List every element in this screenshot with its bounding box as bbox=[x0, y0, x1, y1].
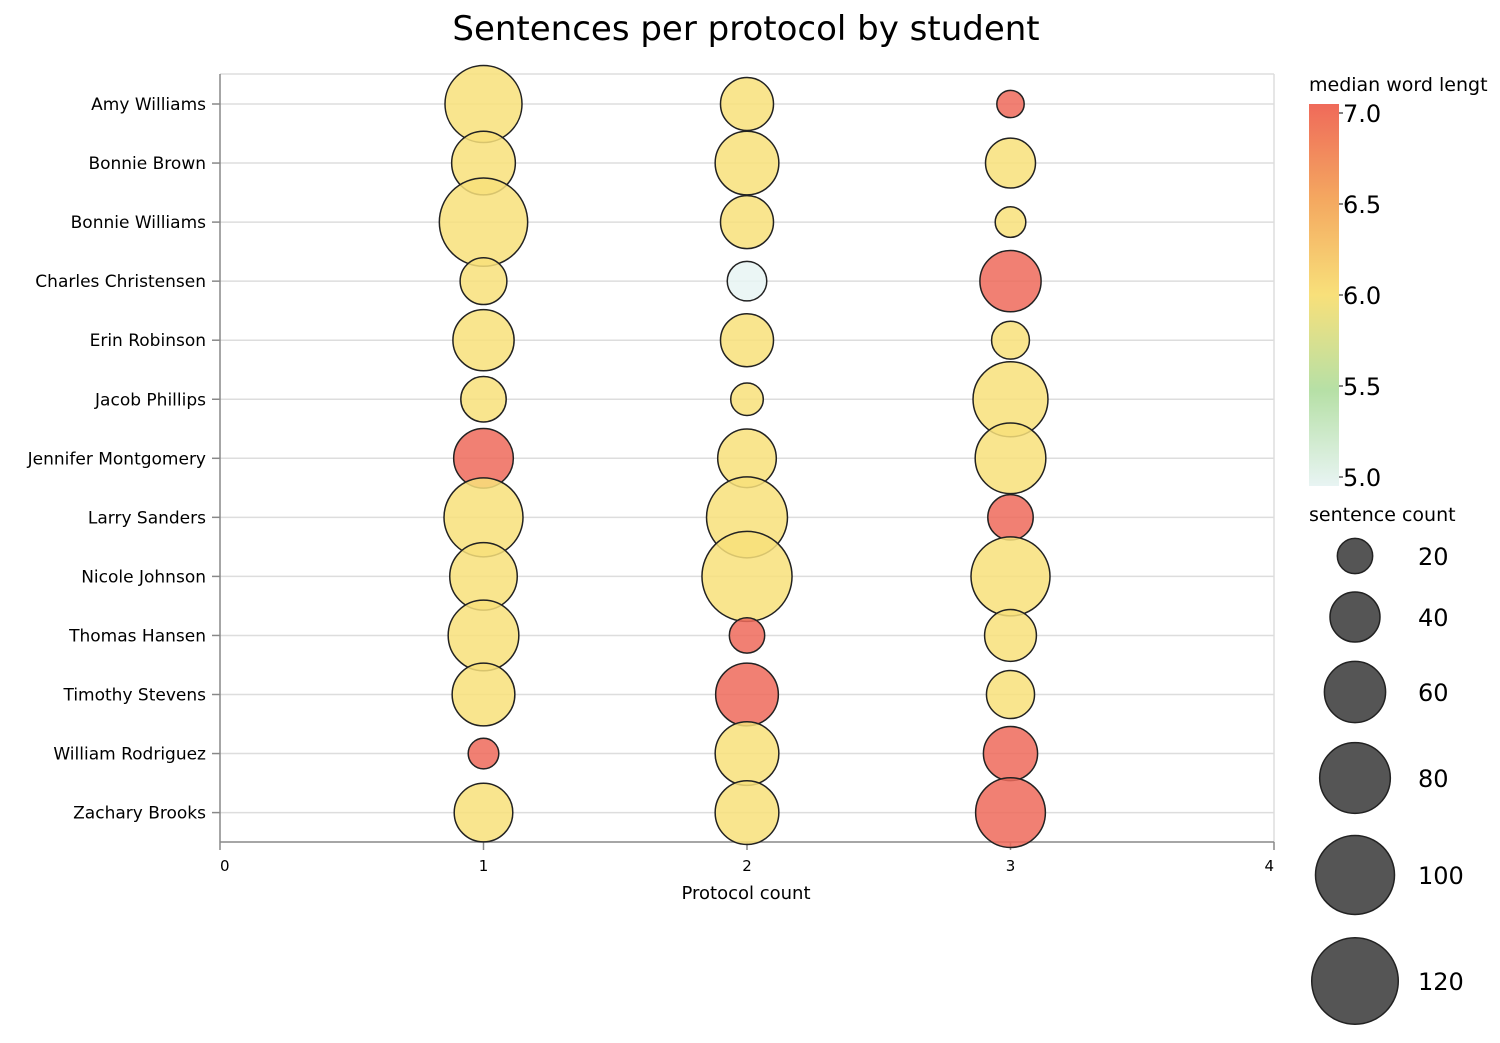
bubble bbox=[982, 725, 1039, 782]
bubble bbox=[729, 382, 765, 417]
color-legend-label: 5.0 bbox=[1343, 464, 1381, 492]
bubble bbox=[719, 76, 775, 132]
size-legend-label: 80 bbox=[1418, 765, 1449, 793]
size-legend-label: 40 bbox=[1418, 604, 1449, 632]
bubble bbox=[447, 599, 520, 672]
bubble bbox=[996, 89, 1025, 119]
bubble bbox=[459, 257, 508, 306]
bubble bbox=[979, 249, 1042, 313]
x-axis-title: Protocol count bbox=[681, 883, 810, 904]
y-tick-label: William Rodriguez bbox=[53, 745, 206, 765]
bubble bbox=[994, 206, 1027, 239]
bubble bbox=[452, 308, 515, 372]
size-legend-label: 20 bbox=[1418, 543, 1449, 571]
bubble bbox=[467, 737, 500, 770]
size-legend-title: sentence count bbox=[1309, 504, 1456, 526]
y-tick-label: Nicole Johnson bbox=[81, 567, 206, 587]
size-legend-circle bbox=[1318, 741, 1392, 815]
size-legend-circle bbox=[1310, 936, 1400, 1026]
y-tick-label: Timothy Stevens bbox=[62, 686, 206, 706]
bubble bbox=[990, 320, 1031, 360]
color-legend-label: 6.5 bbox=[1343, 191, 1381, 219]
size-legend: sentence count 20 40 60 80 100 120 bbox=[1309, 504, 1464, 1026]
size-legend-label: 60 bbox=[1418, 679, 1449, 707]
color-legend-label: 5.5 bbox=[1343, 373, 1381, 401]
bubble bbox=[983, 608, 1038, 663]
y-axis-labels: Amy Williams Bonnie Brown Bonnie Williams C… bbox=[27, 95, 220, 824]
bubble bbox=[451, 662, 516, 727]
x-tick-label: 3 bbox=[1006, 857, 1016, 875]
y-tick-label: Erin Robinson bbox=[90, 331, 206, 351]
color-legend-label: 6.0 bbox=[1343, 282, 1381, 310]
y-tick-label: Bonnie Brown bbox=[88, 154, 206, 174]
size-legend-label: 120 bbox=[1418, 968, 1464, 996]
bubble bbox=[726, 260, 768, 302]
bubble bbox=[714, 780, 780, 846]
chart-title: Sentences per protocol by student bbox=[452, 9, 1039, 49]
x-tick-label: 4 bbox=[1264, 857, 1274, 875]
x-tick-label: 0 bbox=[220, 857, 230, 875]
bubble bbox=[984, 137, 1037, 189]
size-legend-circle bbox=[1336, 537, 1374, 575]
size-legend-label: 100 bbox=[1418, 862, 1464, 890]
bubble bbox=[719, 312, 775, 368]
x-axis-ticks: 0 1 2 3 4 bbox=[219, 842, 1275, 875]
color-legend-label: 7.0 bbox=[1343, 100, 1381, 128]
bubble bbox=[985, 669, 1036, 720]
color-legend-title: median word lengt bbox=[1309, 74, 1488, 96]
bubble bbox=[974, 422, 1047, 495]
bubble bbox=[714, 130, 780, 196]
size-legend-circle bbox=[1314, 834, 1396, 916]
y-tick-label: Thomas Hansen bbox=[68, 626, 206, 646]
bubble bbox=[728, 617, 766, 654]
y-tick-label: Charles Christensen bbox=[35, 272, 206, 292]
size-legend-circle bbox=[1329, 591, 1381, 643]
size-legend-circle bbox=[1323, 660, 1387, 724]
color-legend-gradient bbox=[1309, 104, 1339, 486]
bubble bbox=[460, 375, 507, 423]
y-tick-label: Larry Sanders bbox=[88, 508, 206, 528]
color-legend: median word lengt 7.0 6.5 6.0 5.5 5.0 bbox=[1309, 74, 1488, 492]
bubbles bbox=[438, 64, 1051, 849]
bubble bbox=[701, 530, 793, 623]
bubble bbox=[438, 177, 529, 268]
bubble bbox=[719, 194, 775, 250]
y-tick-label: Bonnie Williams bbox=[71, 213, 207, 233]
bubble bbox=[987, 493, 1034, 541]
y-tick-label: Amy Williams bbox=[91, 95, 206, 115]
bubble bbox=[714, 720, 780, 787]
bubble bbox=[453, 782, 514, 843]
x-tick-label: 2 bbox=[742, 857, 752, 875]
bubble bbox=[970, 536, 1051, 617]
y-tick-label: Jennifer Montgomery bbox=[27, 449, 206, 469]
y-tick-label: Zachary Brooks bbox=[73, 804, 206, 824]
bubble bbox=[974, 776, 1047, 849]
y-tick-label: Jacob Phillips bbox=[94, 390, 206, 410]
bubble bbox=[714, 662, 780, 727]
x-tick-label: 1 bbox=[479, 857, 489, 875]
